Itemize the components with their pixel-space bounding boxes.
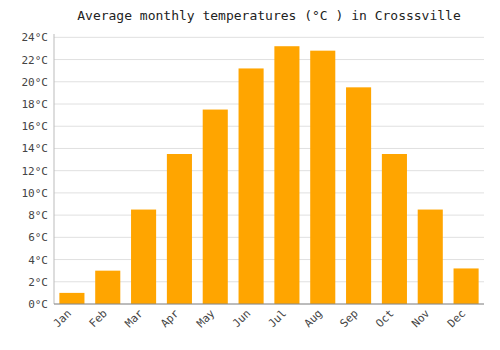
bar (131, 210, 156, 304)
y-tick-label: 22°C (22, 54, 49, 67)
bar (418, 210, 443, 304)
bar (310, 51, 335, 304)
bar (382, 154, 407, 304)
y-tick-label: 8°C (28, 209, 48, 222)
x-tick-label: May (194, 307, 218, 331)
chart-container: Average monthly temperatures (°C ) in Cr… (0, 0, 500, 350)
y-tick-label: 14°C (22, 142, 49, 155)
x-tick-label: Sep (337, 307, 360, 330)
grid (54, 37, 484, 304)
y-tick-label: 10°C (22, 187, 49, 200)
y-tick-label: 24°C (22, 31, 49, 44)
x-tick-label: Oct (373, 307, 396, 330)
y-tick-label: 18°C (22, 98, 49, 111)
grid-line (54, 148, 484, 149)
y-tick-label: 2°C (28, 276, 48, 289)
y-tick-label: 6°C (28, 231, 48, 244)
grid-line (54, 192, 484, 193)
bar (274, 46, 299, 304)
grid-line (54, 304, 484, 305)
bar (59, 293, 84, 304)
grid-line (54, 81, 484, 82)
x-tick-label: Feb (87, 307, 110, 330)
grid-line (54, 170, 484, 171)
x-tick-label: Jan (51, 307, 74, 330)
x-tick-label: Apr (158, 307, 182, 331)
x-tick-label: Nov (409, 307, 433, 331)
y-tick-label: 20°C (22, 76, 49, 89)
bars (59, 46, 478, 304)
bar (239, 68, 264, 304)
grid-line (54, 104, 484, 105)
title: Average monthly temperatures (°C ) in Cr… (77, 8, 461, 23)
bar (454, 268, 479, 304)
y-tick-label: 16°C (22, 120, 49, 133)
x-tick-label: Jul (266, 307, 289, 330)
x-tick-label: Aug (302, 307, 325, 330)
x-tick-label: Jun (230, 307, 253, 330)
grid-line (54, 126, 484, 127)
grid-line (54, 37, 484, 38)
y-axis-line (54, 34, 55, 304)
y-tick-label: 0°C (28, 298, 48, 311)
y-tick-label: 4°C (28, 254, 48, 267)
x-tick-label: Mar (122, 307, 146, 331)
bar (167, 154, 192, 304)
grid-line (54, 59, 484, 60)
x-axis-line (54, 304, 484, 305)
bar (346, 87, 371, 304)
x-tick-label: Dec (445, 307, 468, 330)
y-tick-label: 12°C (22, 165, 49, 178)
bar (95, 271, 120, 304)
chart-svg: Average monthly temperatures (°C ) in Cr… (0, 0, 500, 350)
bar (203, 110, 228, 304)
